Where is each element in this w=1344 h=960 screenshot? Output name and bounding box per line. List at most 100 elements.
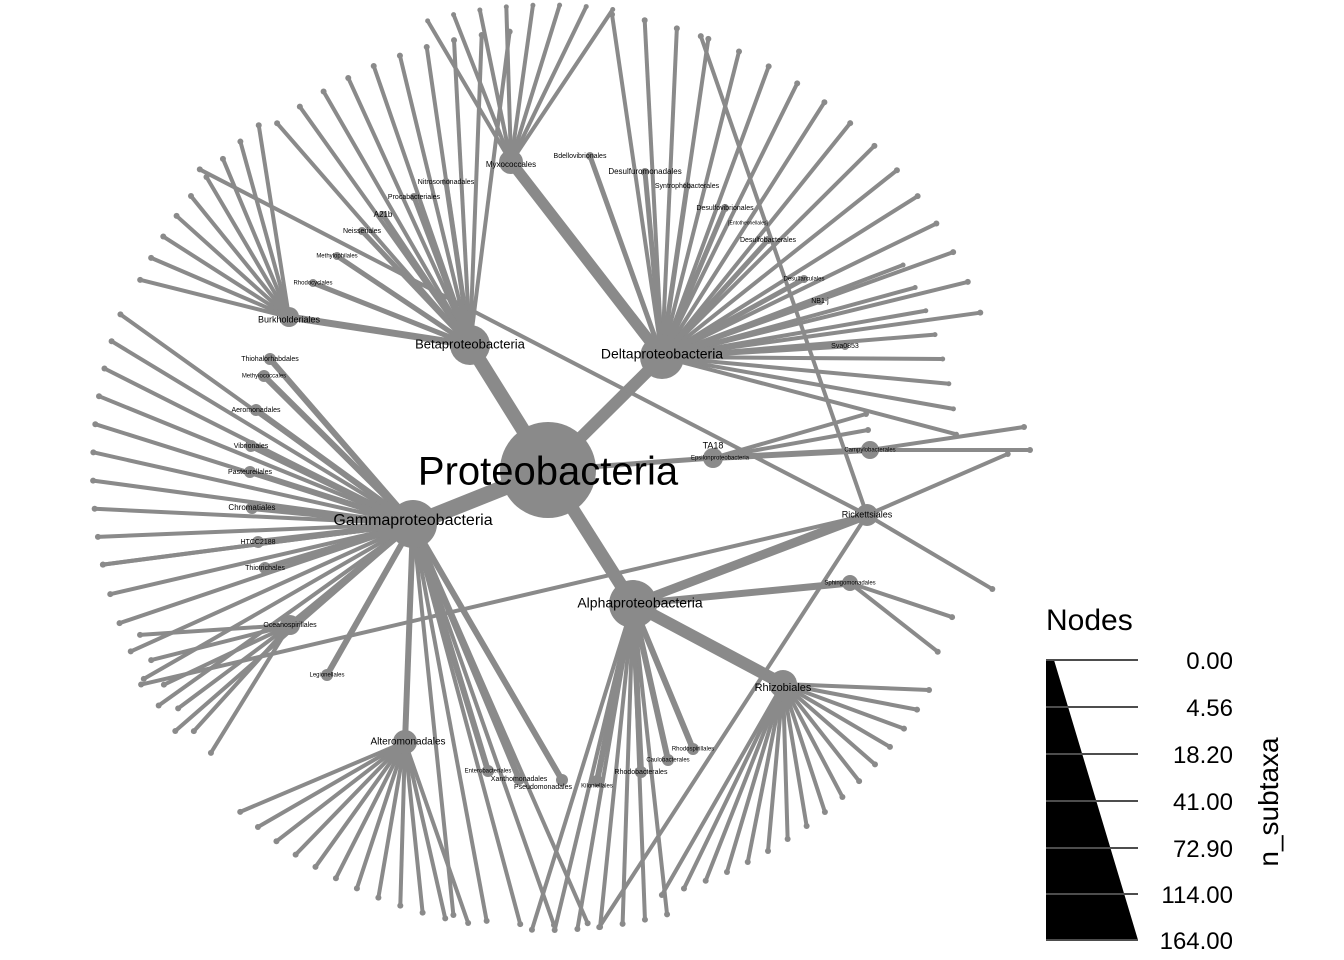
leaf-edge bbox=[661, 221, 938, 359]
leaf-edge bbox=[411, 523, 556, 926]
order-node bbox=[721, 204, 729, 212]
leaf-node bbox=[914, 193, 921, 200]
leaf-edge bbox=[97, 522, 414, 539]
leaf-edge bbox=[192, 623, 292, 733]
order-edge bbox=[506, 158, 667, 361]
leaf-node bbox=[821, 808, 828, 815]
leaf-edge bbox=[204, 175, 291, 319]
leaf-node bbox=[101, 365, 108, 372]
leaf-edge bbox=[725, 683, 785, 873]
order-node bbox=[764, 236, 772, 244]
leaf-node bbox=[107, 591, 114, 598]
order-edge bbox=[661, 298, 821, 360]
leaf-edge bbox=[660, 144, 876, 359]
leaf-node bbox=[744, 859, 751, 866]
leaf-edge bbox=[631, 603, 647, 920]
class-node bbox=[450, 325, 490, 365]
leaf-edge bbox=[598, 603, 635, 928]
leaf-node bbox=[619, 920, 626, 927]
leaf-edge bbox=[176, 623, 292, 710]
class-node bbox=[640, 335, 684, 379]
leaf-edge bbox=[781, 683, 809, 827]
leaf-node bbox=[1021, 424, 1027, 430]
leaf-edge bbox=[660, 194, 919, 359]
leaf-node bbox=[292, 851, 299, 858]
leaf-node bbox=[856, 778, 863, 785]
order-node bbox=[861, 441, 879, 459]
leaf-edge bbox=[782, 682, 918, 712]
leaf-node bbox=[914, 706, 921, 713]
leaf-node bbox=[148, 254, 155, 261]
leaf-node bbox=[821, 99, 828, 106]
leaf-edge bbox=[848, 581, 939, 654]
legend-tick-label: 41.00 bbox=[1173, 789, 1233, 816]
leaf-edge bbox=[620, 603, 635, 924]
order-node bbox=[842, 575, 858, 591]
leaf-edge bbox=[745, 683, 785, 863]
order-node bbox=[769, 670, 797, 698]
leaf-node bbox=[946, 381, 952, 387]
leaf-node bbox=[312, 863, 319, 870]
leaf-node bbox=[697, 33, 704, 40]
order-node bbox=[393, 730, 417, 754]
leaf-edge bbox=[682, 683, 785, 890]
leaf-edge bbox=[849, 581, 953, 619]
order-edge bbox=[411, 196, 473, 346]
class-label-ta18: TA18 bbox=[703, 440, 724, 450]
leaf-node bbox=[702, 877, 709, 884]
order-edge bbox=[264, 521, 414, 571]
leaf-node bbox=[557, 2, 563, 8]
order-label-kiloniellales: Kiloniellales bbox=[581, 784, 613, 790]
leaf-node bbox=[207, 749, 214, 756]
leaf-edge bbox=[162, 234, 291, 319]
leaf-edge bbox=[575, 603, 635, 930]
leaf-edge bbox=[781, 682, 877, 766]
leaf-node bbox=[442, 915, 449, 922]
leaf-edge bbox=[509, 8, 615, 164]
leaf-node bbox=[574, 926, 581, 933]
leaf-edge bbox=[109, 522, 414, 597]
leaf-node bbox=[155, 702, 162, 709]
leaf-edge bbox=[451, 13, 513, 163]
leaf-edge bbox=[411, 523, 523, 925]
leaf-edge bbox=[157, 522, 415, 708]
order-edge bbox=[659, 185, 690, 358]
leaf-node bbox=[1027, 447, 1033, 453]
leaf-edge bbox=[781, 682, 891, 749]
leaf-node bbox=[187, 193, 194, 200]
leaf-edge bbox=[782, 682, 930, 692]
leaf-node bbox=[865, 427, 871, 433]
leaf-edge bbox=[189, 194, 291, 319]
order-label-alteromonadales: Alteromonadales bbox=[370, 737, 445, 748]
leaf-edge bbox=[660, 28, 679, 358]
legend-ticks: 0.00 4.56 18.20 41.00 72.90 114.00 164.00 bbox=[1046, 648, 1233, 955]
leaf-node bbox=[320, 88, 327, 95]
order-label-chromatiales: Chromatiales bbox=[228, 503, 275, 512]
leaf-node bbox=[90, 477, 97, 484]
leaf-edge bbox=[334, 741, 407, 880]
leaf-node bbox=[237, 138, 244, 145]
leaf-edge bbox=[661, 355, 954, 411]
leaf-node bbox=[964, 278, 971, 285]
leaf-node bbox=[609, 11, 616, 18]
leaf-node bbox=[953, 431, 959, 437]
leaf-node bbox=[255, 122, 262, 129]
leaf-node bbox=[273, 838, 280, 845]
leaf-node bbox=[172, 727, 179, 734]
leaf-node bbox=[926, 687, 933, 693]
order-label-rhodospirillales: Rhodospirillales bbox=[672, 747, 714, 753]
leaf-node bbox=[160, 681, 167, 688]
order-node bbox=[513, 773, 525, 785]
order-node bbox=[244, 466, 256, 478]
leaf-edge bbox=[661, 355, 943, 361]
leaf-node bbox=[610, 7, 616, 13]
leaf-edge bbox=[321, 90, 472, 347]
order-edge bbox=[360, 229, 472, 347]
leaf-node bbox=[237, 808, 244, 815]
class-node bbox=[389, 500, 437, 548]
leaf-node bbox=[127, 648, 134, 655]
order-label-entotheonellales: [Entotheonellales] bbox=[728, 220, 768, 226]
leaf-node bbox=[765, 63, 772, 70]
leaf-node bbox=[839, 793, 846, 800]
leaf-node bbox=[137, 276, 144, 283]
